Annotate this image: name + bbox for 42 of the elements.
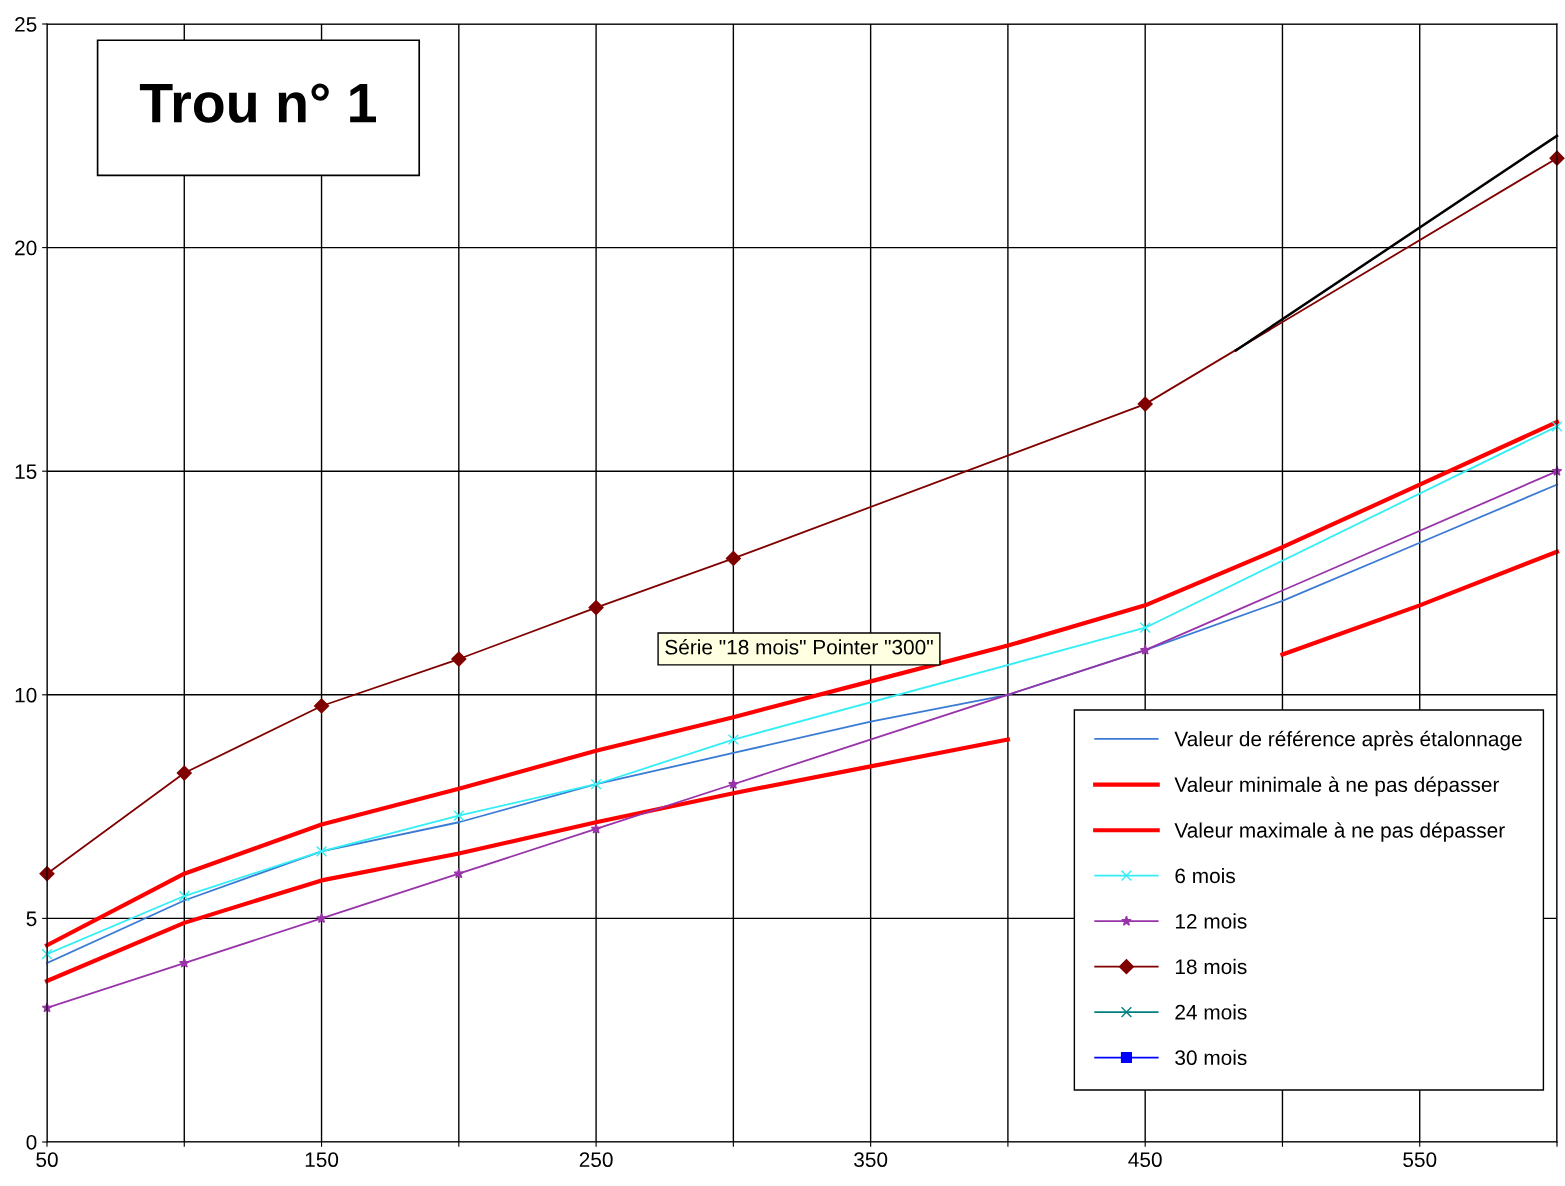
point — [453, 868, 465, 879]
y-tick-label: 0 — [26, 1135, 37, 1150]
point — [41, 948, 53, 960]
point — [1551, 420, 1563, 433]
x-tick-label: 250 — [579, 1152, 613, 1168]
point — [176, 765, 192, 781]
point — [453, 809, 465, 822]
y-tick-label: 10 — [15, 687, 37, 703]
text: Trou n° 1 — [139, 83, 377, 123]
point — [315, 845, 328, 857]
y-tick-label: 15 — [15, 464, 37, 479]
point — [725, 550, 741, 566]
point — [316, 912, 327, 924]
legend-label: 6 mois — [1175, 867, 1235, 884]
point — [1139, 622, 1151, 634]
x-tick-label: 150 — [305, 1152, 339, 1168]
point — [590, 823, 602, 834]
point — [178, 890, 190, 902]
point — [178, 957, 190, 968]
legend-label: 12 mois — [1175, 913, 1247, 929]
x-tick-label: 350 — [854, 1152, 888, 1168]
legend-label: 18 mois — [1175, 958, 1247, 975]
point — [728, 778, 739, 789]
y-tick-label: 25 — [15, 17, 37, 32]
legend-label: 24 mois — [1175, 1004, 1247, 1020]
y-tick-label: 20 — [15, 240, 37, 256]
point — [727, 733, 739, 746]
point — [451, 651, 467, 667]
point — [590, 778, 602, 790]
legend-label: Valeur minimale à ne pas dépasser — [1174, 776, 1500, 797]
point — [588, 600, 604, 616]
x-tick-label: 50 — [36, 1152, 58, 1168]
point — [313, 698, 330, 714]
x-tick-label: 450 — [1128, 1152, 1162, 1168]
legend-label: Valeur maximale à ne pas dépasser — [1174, 822, 1505, 842]
x-tick-label: 550 — [1403, 1152, 1437, 1168]
annotation: Série "18 mois" Pointer "300" — [665, 639, 933, 655]
point — [1139, 644, 1151, 655]
point — [1137, 396, 1153, 412]
legend-label: 30 mois — [1175, 1049, 1247, 1066]
legend-label: Valeur de référence après étalonnage — [1174, 730, 1522, 751]
y-tick-label: 5 — [26, 911, 37, 927]
